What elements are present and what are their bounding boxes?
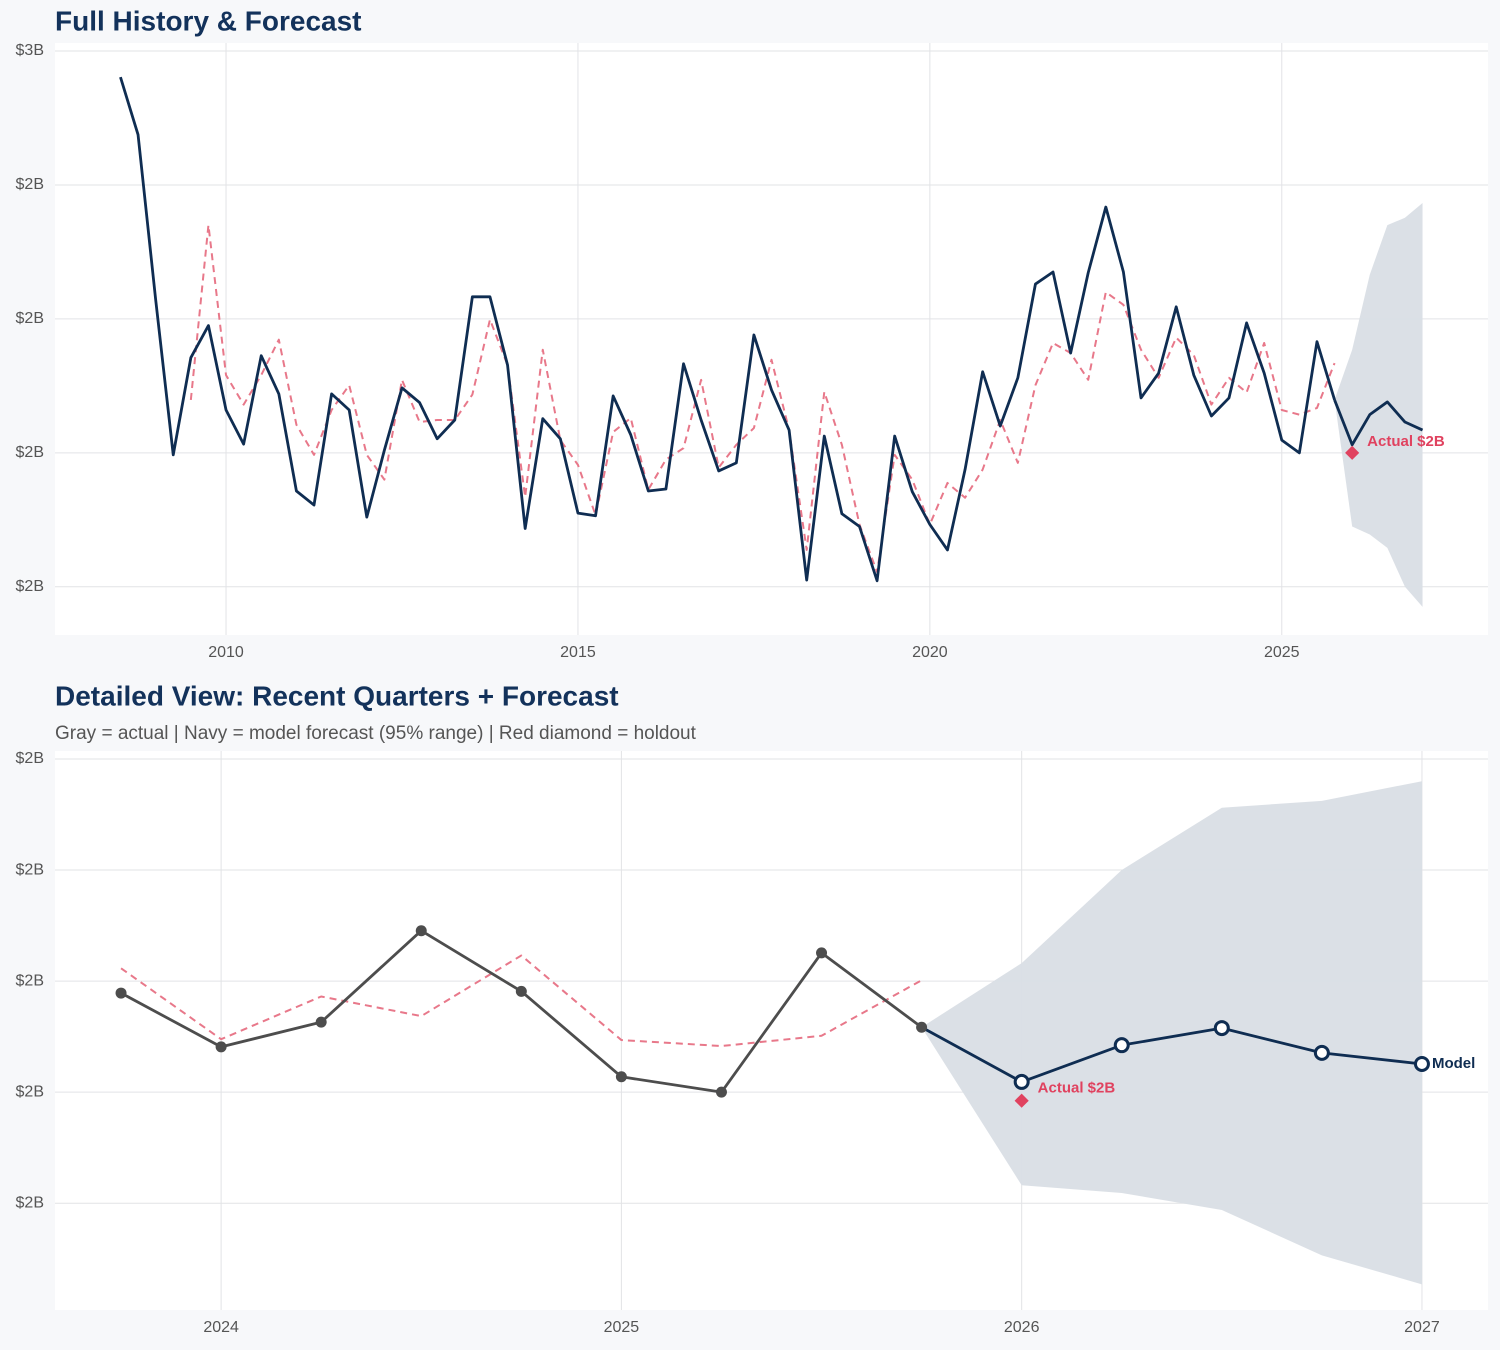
plot-area [55,43,1488,635]
y-tick-label: $2B [16,750,44,767]
y-tick-label: $2B [16,972,44,989]
x-tick-label: 2024 [203,1319,239,1336]
y-tick-label: $2B [16,310,44,327]
forecast-line [1333,399,1424,447]
x-tick-label: 2025 [1264,644,1300,661]
x-tick-label: 2010 [208,644,244,661]
y-tick-label: $2B [16,861,44,878]
actual-marker [215,1041,227,1053]
holdout-marker [1014,1093,1029,1108]
forecast-band [1334,203,1423,607]
actual-marker [115,987,127,999]
fitted-line [189,224,1336,574]
fitted-line [120,954,923,1048]
actual-line [119,76,1336,583]
end-label: Model [1432,1055,1475,1072]
chart-title: Detailed View: Recent Quarters + Forecas… [55,680,619,711]
forecast-marker [1313,1044,1330,1061]
forecast-line [920,1026,1423,1084]
x-tick-label: 2015 [560,644,596,661]
forecast-marker [1113,1037,1130,1054]
x-tick-label: 2020 [912,644,948,661]
forecast-band [921,781,1422,1285]
holdout-label: Actual $2B [1367,433,1445,450]
holdout-marker [1345,445,1360,460]
actual-marker [715,1086,727,1098]
x-tick-label: 2026 [1004,1319,1040,1336]
actual-marker [515,985,527,997]
actual-marker [615,1071,627,1083]
chart-subtitle: Gray = actual | Navy = model forecast (9… [55,723,697,744]
forecast-marker [1213,1020,1230,1037]
forecast-marker [1013,1073,1030,1090]
y-tick-label: $3B [16,42,44,59]
holdout-label: Actual $2B [1038,1080,1116,1097]
actual-marker [415,925,427,937]
y-tick-label: $2B [16,444,44,461]
y-tick-label: $2B [16,578,44,595]
actual-marker [816,947,828,959]
y-tick-label: $2B [16,1083,44,1100]
actual-marker [916,1021,928,1033]
y-tick-label: $2B [16,1194,44,1211]
x-tick-label: 2025 [604,1319,640,1336]
chart-title: Full History & Forecast [55,5,362,36]
y-tick-label: $2B [16,176,44,193]
x-tick-label: 2027 [1404,1319,1440,1336]
actual-marker [315,1016,327,1028]
forecast-marker [1413,1055,1430,1072]
